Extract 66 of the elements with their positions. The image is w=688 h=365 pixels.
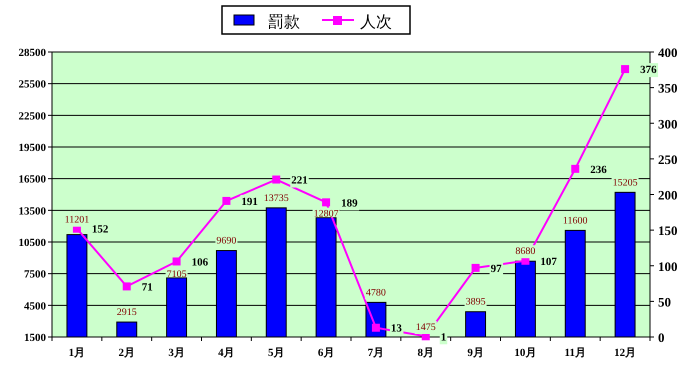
data-label: 15205 <box>612 177 638 188</box>
data-label: 9690 <box>216 236 236 247</box>
point <box>372 324 380 332</box>
legend-label: 人次 <box>360 14 392 31</box>
y-tick-label: 4500 <box>24 300 46 312</box>
point <box>222 196 230 205</box>
data-label: 11600 <box>562 215 588 226</box>
y2-tick-label: 250 <box>658 152 678 167</box>
y-tick-label: 28500 <box>18 47 46 59</box>
data-label: 191 <box>241 196 258 208</box>
data-label: 4780 <box>366 287 386 298</box>
x-tick-label: 5月 <box>268 347 284 359</box>
y-tick-label: 16500 <box>18 174 46 186</box>
data-label: 12807 <box>314 208 339 220</box>
data-label: 11201 <box>64 214 90 226</box>
x-tick-label: 9月 <box>467 347 484 359</box>
y-tick-label: 7500 <box>24 268 46 281</box>
y2-tick-label: 300 <box>658 116 678 132</box>
data-label: 236 <box>590 164 608 176</box>
x-tick-label: 11月 <box>564 347 586 359</box>
x-tick-label: 2月 <box>118 347 135 359</box>
data-label: 376 <box>640 64 658 76</box>
x-tick-label: 12月 <box>614 347 636 359</box>
y2-tick-label: 150 <box>658 223 678 238</box>
y-tick-label: 22500 <box>18 110 46 122</box>
x-tick-label: 1月 <box>68 347 86 359</box>
y2-tick-label: 0 <box>658 330 664 345</box>
y2-tick-label: 400 <box>658 45 678 60</box>
point <box>571 164 580 173</box>
y2-tick-label: 350 <box>658 80 678 96</box>
y-tick-label: 25500 <box>18 78 46 91</box>
y-tick-label: 1500 <box>24 332 46 344</box>
x-tick-label: 6月 <box>318 347 334 359</box>
y2-tick-label: 200 <box>658 188 678 202</box>
data-label: 1 <box>440 331 446 344</box>
data-label: 221 <box>291 174 308 187</box>
y-tick-label: 10500 <box>18 237 46 249</box>
y2-tick-label: 100 <box>658 258 678 274</box>
legend-label: 罰款 <box>268 14 300 31</box>
point <box>322 198 330 206</box>
y-tick-label: 13500 <box>18 205 46 218</box>
data-label: 2915 <box>116 307 137 318</box>
x-tick-label: 8月 <box>418 347 434 359</box>
point <box>472 264 480 272</box>
point <box>172 257 181 266</box>
data-label: 7105 <box>166 268 187 280</box>
text: 1475 <box>416 322 436 333</box>
data-label: 13 <box>390 322 402 335</box>
point <box>621 65 630 74</box>
point <box>272 176 280 184</box>
data-label: 13735 <box>264 192 289 204</box>
data-label: 152 <box>92 224 109 236</box>
x-tick-label: 10月 <box>514 347 536 359</box>
data-label: 107 <box>540 256 558 268</box>
data-label: 71 <box>142 281 153 294</box>
data-label: 97 <box>490 262 502 275</box>
y-tick-label: 19500 <box>18 142 46 154</box>
x-tick-label: 4月 <box>218 347 235 359</box>
data-label: 189 <box>341 197 358 210</box>
data-label: 3895 <box>466 296 486 308</box>
data-label: 106 <box>192 256 209 268</box>
point <box>122 282 131 290</box>
x-tick-label: 7月 <box>368 347 384 359</box>
y2-tick-label: 50 <box>658 294 671 310</box>
x-tick-label: 3月 <box>168 347 185 359</box>
data-label: 8680 <box>515 246 536 258</box>
